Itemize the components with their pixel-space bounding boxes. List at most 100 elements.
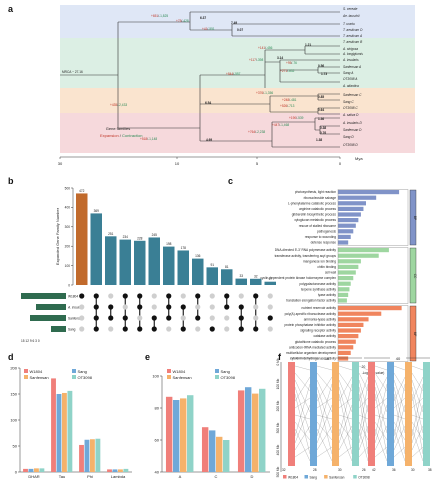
chromosome-bar: [423, 362, 430, 466]
upset-bar: [90, 213, 102, 285]
chromosome-bar: [405, 362, 412, 466]
go-term: manganese ion binding: [303, 259, 336, 263]
upset-bar: [148, 237, 160, 285]
upset-bar: [235, 278, 247, 285]
matrix-dot: [137, 315, 143, 321]
taxon-label: A. insularis D: [342, 121, 362, 125]
count-label: 26: [362, 468, 366, 472]
legend-expansion: Expansion: [100, 133, 119, 138]
chromosome-bar: [368, 362, 375, 466]
matrix-dot: [93, 293, 99, 299]
go-term: multicellular organism development: [286, 351, 336, 355]
y-tick-label: 0: [68, 283, 70, 287]
synteny-link: [316, 446, 333, 458]
upset-bar-label: 17: [268, 277, 272, 281]
go-term: xyloglucan metabolic process: [294, 218, 336, 222]
upset-bar-label: 136: [195, 254, 201, 258]
tree-branches: [60, 11, 340, 148]
matrix-dot: [151, 293, 157, 299]
legend-swatch: [324, 475, 328, 479]
node-age: 3.14: [277, 56, 283, 60]
y-tick-label: 200: [65, 245, 71, 249]
upset-bar-label: 472: [79, 189, 85, 193]
synteny-link: [338, 365, 353, 371]
synteny-link: [358, 446, 369, 458]
matrix-dot: [224, 315, 230, 321]
legend-slash: /: [119, 133, 122, 138]
synteny-link: [316, 404, 333, 444]
synteny-link: [411, 372, 424, 392]
synteny-link: [294, 425, 311, 451]
branch-count: +518/-1,148: [140, 137, 157, 141]
go-bar: [338, 229, 354, 234]
synteny-link: [316, 365, 333, 371]
synteny-link: [374, 428, 388, 462]
contraction-count: -832: [288, 69, 295, 73]
matrix-dot: [209, 326, 215, 332]
go-term: nutrient reservoir activity: [301, 306, 336, 310]
category-label: Lambda: [111, 474, 126, 479]
matrix-dot: [122, 315, 128, 321]
upset-bar: [192, 258, 204, 285]
set-size-bar: [21, 293, 66, 299]
synteny-link: [358, 414, 369, 420]
synteny-link: [411, 397, 424, 409]
synteny-link: [358, 428, 369, 462]
synteny-link: [338, 376, 353, 402]
count-label: 38: [428, 468, 432, 472]
node-age: 0.64: [318, 108, 324, 112]
synteny-link: [411, 446, 424, 458]
synteny-link: [294, 404, 311, 444]
synteny-link: [374, 365, 388, 371]
go-group-frame: [337, 305, 409, 362]
matrix-dot: [224, 293, 230, 299]
bar: [90, 439, 95, 472]
expansion-count: +141: [258, 46, 265, 50]
synteny-link: [316, 421, 333, 441]
legend-label: Sang: [310, 476, 318, 480]
matrix-dot: [108, 304, 114, 310]
category-label: Phi: [87, 474, 93, 479]
legend-title: Gene families: [106, 126, 130, 131]
taxon-label: T. aestivum A: [343, 34, 362, 38]
taxon-label: Ae. tauschii: [342, 14, 360, 18]
synteny-link: [374, 446, 388, 458]
synteny-link: [393, 414, 406, 420]
matrix-dot: [267, 304, 273, 310]
synteny-link: [338, 372, 353, 392]
synteny-link: [393, 446, 406, 458]
synteny-link: [393, 383, 406, 437]
go-bar: [338, 317, 369, 322]
go-term: anticodon-tRNA mediated activity: [289, 345, 336, 349]
matrix-dot: [253, 304, 259, 310]
expansion-count: +248: [282, 98, 289, 102]
expansion-count: +844: [226, 72, 233, 76]
synteny-link: [393, 372, 406, 392]
synteny-link: [393, 379, 406, 413]
legend-label: Sanfensan: [30, 375, 49, 380]
upset-bar-label: 81: [225, 265, 229, 269]
matrix-dot: [93, 315, 99, 321]
upset-bar: [76, 193, 88, 285]
upset-bar: [177, 250, 189, 285]
branch-count: +376/-1,356: [256, 91, 273, 95]
node-age: 4.69: [206, 138, 212, 142]
go-term: pathogenesis: [317, 229, 336, 233]
go-bar: [338, 195, 377, 200]
count-separator: /: [158, 14, 159, 18]
bar: [237, 390, 245, 472]
tree-labels: S. cereale Ae. tauschii T. urartu T. aestiv…: [110, 7, 363, 147]
go-term: gibberellin biosynthetic process: [292, 213, 337, 217]
branch-count: +41/-551: [202, 27, 215, 31]
go-term: transferase activity, transferring acyl …: [275, 254, 337, 258]
branch-count: +75/-428: [176, 19, 189, 23]
synteny-link: [358, 404, 369, 444]
panel-label-c: c: [228, 176, 233, 186]
phylogeny-panel: S. cereale Ae. tauschii T. urartu T. aestiv…: [58, 5, 415, 166]
y-tick-label: 500 Mb: [276, 466, 280, 477]
bar: [67, 390, 73, 472]
synteny-link: [338, 425, 353, 451]
set-size-bar: [51, 326, 66, 332]
set-label: Sanfensan: [68, 316, 83, 320]
